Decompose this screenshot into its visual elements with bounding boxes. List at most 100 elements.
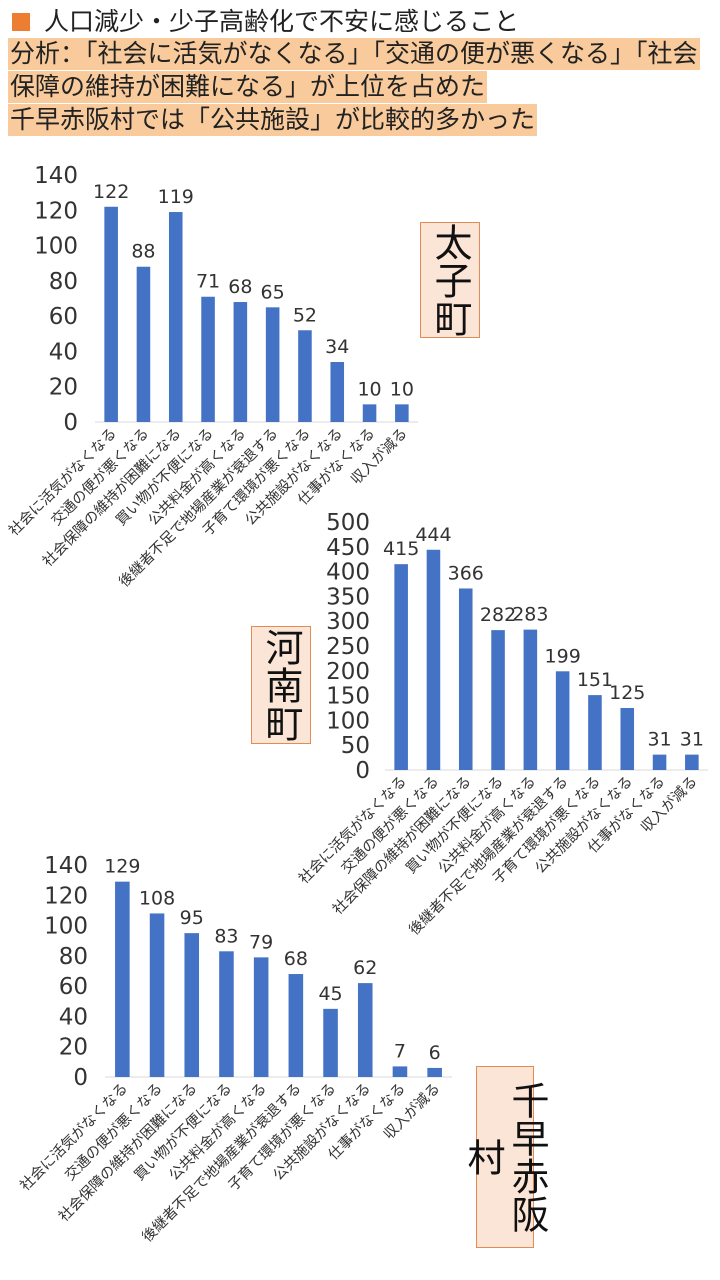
town-label-text: 河南町	[259, 628, 303, 742]
y-tick-label: 80	[59, 944, 88, 970]
data-label: 122	[93, 181, 129, 203]
bar	[427, 1067, 442, 1077]
bullet-square-icon	[12, 13, 30, 31]
header: 人口減少・少子高齢化で不安に感じること 分析：「社会に活気がなくなる」「交通の便…	[8, 6, 712, 137]
data-label: 95	[180, 907, 204, 929]
analysis-line-2: 保障の維持が困難になる」が上位を占めた	[8, 71, 488, 103]
y-tick-label: 100	[34, 234, 78, 260]
bar	[233, 302, 248, 422]
analysis-block: 分析：「社会に活気がなくなる」「交通の便が悪くなる」「社会 保障の維持が困難にな…	[8, 38, 712, 137]
data-label: 444	[415, 524, 451, 546]
y-tick-label: 40	[59, 1004, 88, 1030]
analysis-line-3: 千早赤阪村では「公共施設」が比較的多かった	[8, 104, 538, 136]
bar	[330, 362, 345, 422]
bar	[253, 957, 269, 1077]
page-title: 人口減少・少子高齢化で不安に感じること	[44, 7, 520, 36]
town-label-chihayaakasaka: 千早赤阪村	[461, 1066, 549, 1248]
y-tick-label: 60	[59, 974, 88, 1000]
bar	[458, 588, 473, 770]
chart-taishi: 020406080100120140122社会に活気がなくなる88交通の便が悪く…	[5, 163, 418, 591]
data-label: 6	[429, 1042, 441, 1064]
data-label: 31	[680, 729, 704, 751]
data-label: 83	[214, 925, 238, 947]
bar	[362, 404, 377, 422]
y-tick-label: 250	[326, 634, 370, 660]
data-label: 68	[284, 948, 308, 970]
bar	[323, 1008, 338, 1077]
chart-kanan: 050100150200250300350400450500415社会に活気がな…	[295, 510, 708, 939]
data-label: 68	[228, 276, 252, 298]
data-label: 415	[383, 538, 419, 560]
y-tick-label: 60	[49, 304, 78, 330]
data-label: 71	[196, 271, 220, 293]
bar	[523, 629, 538, 770]
analysis-line-1: 分析：「社会に活気がなくなる」「交通の便が悪くなる」「社会	[8, 38, 700, 70]
y-tick-label: 200	[326, 659, 370, 685]
bar	[620, 708, 635, 770]
y-tick-label: 400	[326, 560, 370, 586]
data-label: 10	[357, 378, 381, 400]
y-tick-label: 120	[44, 883, 88, 909]
data-label: 283	[512, 604, 548, 626]
data-label: 31	[647, 729, 671, 751]
data-label: 108	[139, 887, 175, 909]
bar	[392, 1066, 408, 1077]
bar	[265, 307, 280, 422]
bar	[588, 695, 602, 770]
y-tick-label: 350	[326, 584, 370, 610]
town-label-text: 千早赤阪村	[461, 1081, 549, 1233]
bar	[104, 206, 118, 422]
y-tick-label: 100	[326, 708, 370, 734]
y-tick-label: 0	[63, 410, 78, 436]
data-label: 45	[318, 983, 342, 1005]
data-label: 7	[394, 1040, 406, 1062]
data-label: 65	[261, 281, 285, 303]
bar	[136, 266, 151, 422]
title-row: 人口減少・少子高齢化で不安に感じること	[8, 6, 712, 38]
data-label: 34	[325, 336, 349, 358]
bar	[201, 296, 215, 422]
y-tick-label: 0	[355, 758, 370, 784]
data-label: 119	[158, 186, 194, 208]
data-label: 88	[131, 241, 155, 263]
town-label-taishi: 太子町	[420, 222, 480, 338]
y-tick-label: 450	[326, 535, 370, 561]
data-label: 10	[390, 378, 414, 400]
data-label: 125	[609, 682, 645, 704]
y-tick-label: 140	[34, 163, 78, 189]
data-label: 199	[545, 645, 581, 667]
town-label-text: 太子町	[428, 223, 472, 337]
bar	[394, 564, 408, 770]
bar	[426, 549, 441, 770]
y-tick-label: 0	[73, 1065, 88, 1091]
y-tick-label: 120	[34, 198, 78, 224]
y-tick-label: 50	[341, 733, 370, 759]
bar	[219, 951, 234, 1077]
data-label: 282	[480, 604, 516, 626]
y-tick-label: 80	[49, 269, 78, 295]
y-tick-label: 140	[44, 853, 88, 879]
data-label: 52	[293, 304, 317, 326]
town-label-kanan: 河南町	[251, 626, 311, 744]
y-tick-label: 40	[49, 339, 78, 365]
y-tick-label: 300	[326, 609, 370, 635]
y-tick-label: 20	[59, 1035, 88, 1061]
bar	[184, 933, 200, 1077]
bar	[115, 881, 130, 1077]
bar	[168, 212, 183, 422]
data-label: 151	[577, 669, 613, 691]
data-label: 129	[104, 856, 140, 878]
bar	[685, 754, 699, 770]
data-label: 366	[448, 562, 484, 584]
y-tick-label: 500	[326, 510, 370, 536]
y-tick-label: 100	[44, 914, 88, 940]
y-tick-label: 20	[49, 375, 78, 401]
bar	[491, 630, 505, 770]
bar	[288, 974, 304, 1077]
bar	[555, 671, 570, 770]
data-label: 62	[353, 957, 377, 979]
bar	[652, 754, 667, 770]
bar	[298, 330, 312, 422]
y-tick-label: 150	[326, 684, 370, 710]
